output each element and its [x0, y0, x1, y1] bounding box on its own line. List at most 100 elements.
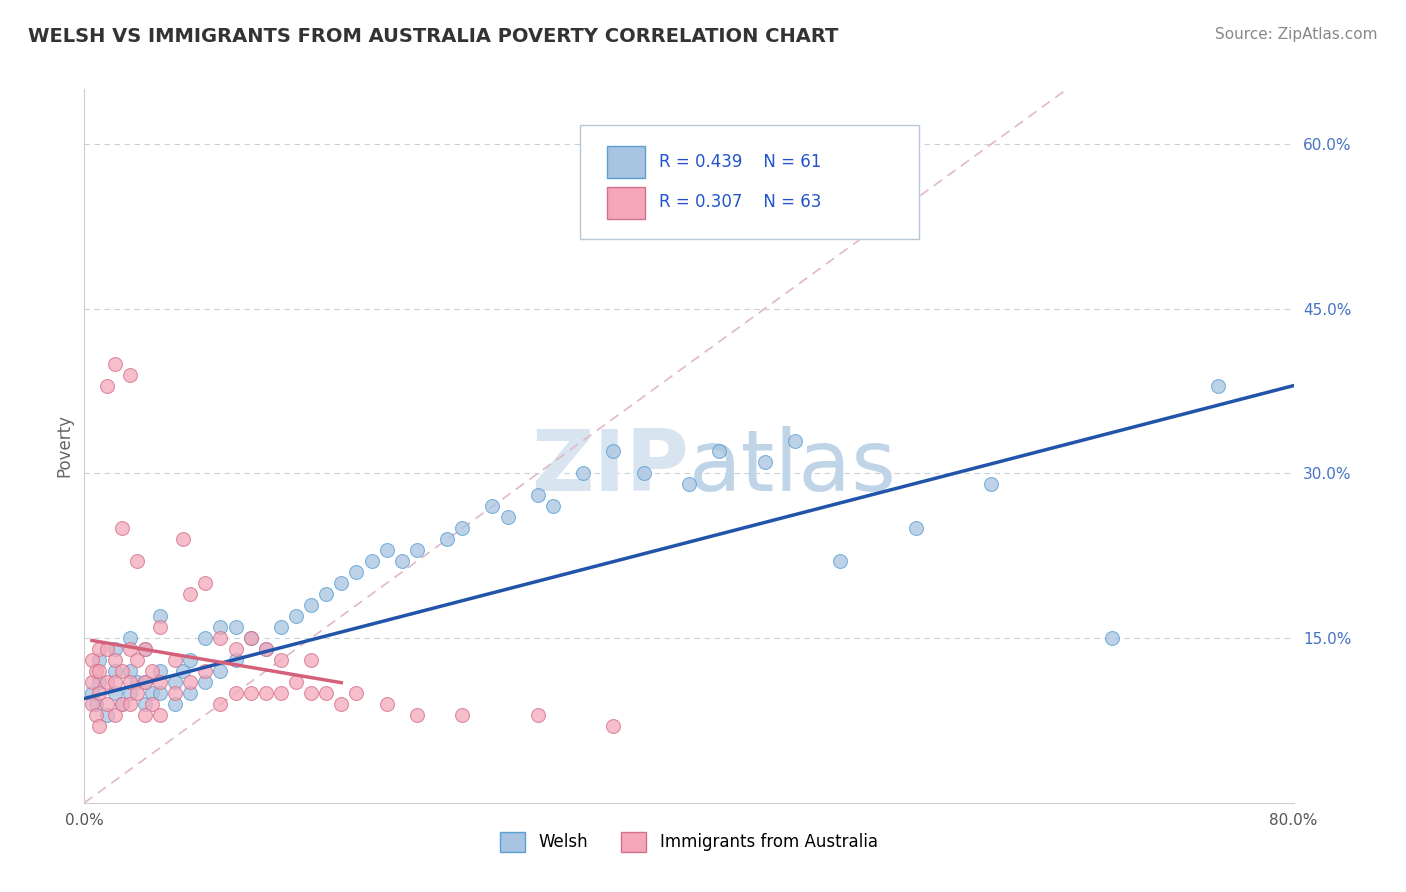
Point [96, 697, 118, 711]
Point [179, 587, 201, 601]
Point [572, 467, 595, 481]
Point [134, 675, 156, 690]
Point [86, 664, 108, 678]
Point [80, 653, 103, 667]
Point [96, 642, 118, 657]
Point [149, 609, 172, 624]
Point [118, 631, 141, 645]
Point [315, 686, 337, 700]
Point [89, 653, 111, 667]
Point [225, 653, 247, 667]
Point [194, 675, 217, 690]
Point [89, 675, 111, 690]
Point [904, 521, 927, 535]
Point [830, 554, 852, 568]
Text: ZIP: ZIP [531, 425, 689, 509]
Point [270, 653, 292, 667]
Point [111, 521, 134, 535]
Point [127, 675, 149, 690]
Point [481, 500, 503, 514]
Point [149, 686, 172, 700]
Point [239, 686, 262, 700]
Point [134, 697, 156, 711]
Point [375, 543, 398, 558]
Point [104, 642, 127, 657]
Point [111, 697, 134, 711]
FancyBboxPatch shape [607, 146, 645, 178]
Point [254, 642, 277, 657]
Point [209, 664, 232, 678]
Point [194, 576, 217, 591]
Y-axis label: Poverty: Poverty [55, 415, 73, 477]
Point [104, 708, 127, 723]
Point [783, 434, 806, 448]
Point [141, 664, 163, 678]
Point [165, 653, 187, 667]
Point [111, 664, 134, 678]
Point [391, 554, 413, 568]
Point [149, 708, 172, 723]
Point [104, 653, 127, 667]
Point [406, 708, 429, 723]
Point [678, 477, 700, 491]
Point [104, 357, 127, 371]
Point [209, 620, 232, 634]
Point [111, 697, 134, 711]
Point [118, 664, 141, 678]
Point [496, 510, 519, 524]
Point [602, 444, 624, 458]
Point [96, 378, 118, 392]
Point [254, 642, 277, 657]
Point [104, 686, 127, 700]
Point [436, 533, 458, 547]
Point [980, 477, 1002, 491]
Point [172, 664, 194, 678]
Point [104, 664, 127, 678]
Text: R = 0.307    N = 63: R = 0.307 N = 63 [659, 193, 821, 211]
Point [141, 697, 163, 711]
Point [602, 719, 624, 733]
Point [360, 554, 382, 568]
Point [209, 631, 232, 645]
Point [89, 642, 111, 657]
Point [80, 686, 103, 700]
Point [134, 675, 156, 690]
Text: WELSH VS IMMIGRANTS FROM AUSTRALIA POVERTY CORRELATION CHART: WELSH VS IMMIGRANTS FROM AUSTRALIA POVER… [28, 27, 838, 45]
Point [89, 664, 111, 678]
FancyBboxPatch shape [607, 187, 645, 219]
Point [165, 675, 187, 690]
FancyBboxPatch shape [581, 125, 918, 239]
Point [89, 686, 111, 700]
Point [96, 708, 118, 723]
Point [225, 620, 247, 634]
Point [118, 675, 141, 690]
Point [86, 708, 108, 723]
Point [1206, 378, 1229, 392]
Point [165, 697, 187, 711]
Point [209, 697, 232, 711]
Point [134, 642, 156, 657]
Text: atlas: atlas [689, 425, 897, 509]
Point [299, 653, 322, 667]
Point [134, 708, 156, 723]
Point [96, 675, 118, 690]
Point [254, 686, 277, 700]
Point [127, 653, 149, 667]
Point [239, 631, 262, 645]
Point [270, 686, 292, 700]
Point [127, 554, 149, 568]
Text: R = 0.439    N = 61: R = 0.439 N = 61 [659, 153, 821, 171]
Point [299, 598, 322, 612]
Point [406, 543, 429, 558]
Point [141, 686, 163, 700]
Point [375, 697, 398, 711]
Point [149, 620, 172, 634]
Point [118, 686, 141, 700]
Point [118, 368, 141, 382]
Point [315, 587, 337, 601]
Point [541, 500, 564, 514]
Point [118, 697, 141, 711]
Point [239, 631, 262, 645]
Legend: Welsh, Immigrants from Australia: Welsh, Immigrants from Australia [494, 825, 884, 859]
Point [80, 675, 103, 690]
